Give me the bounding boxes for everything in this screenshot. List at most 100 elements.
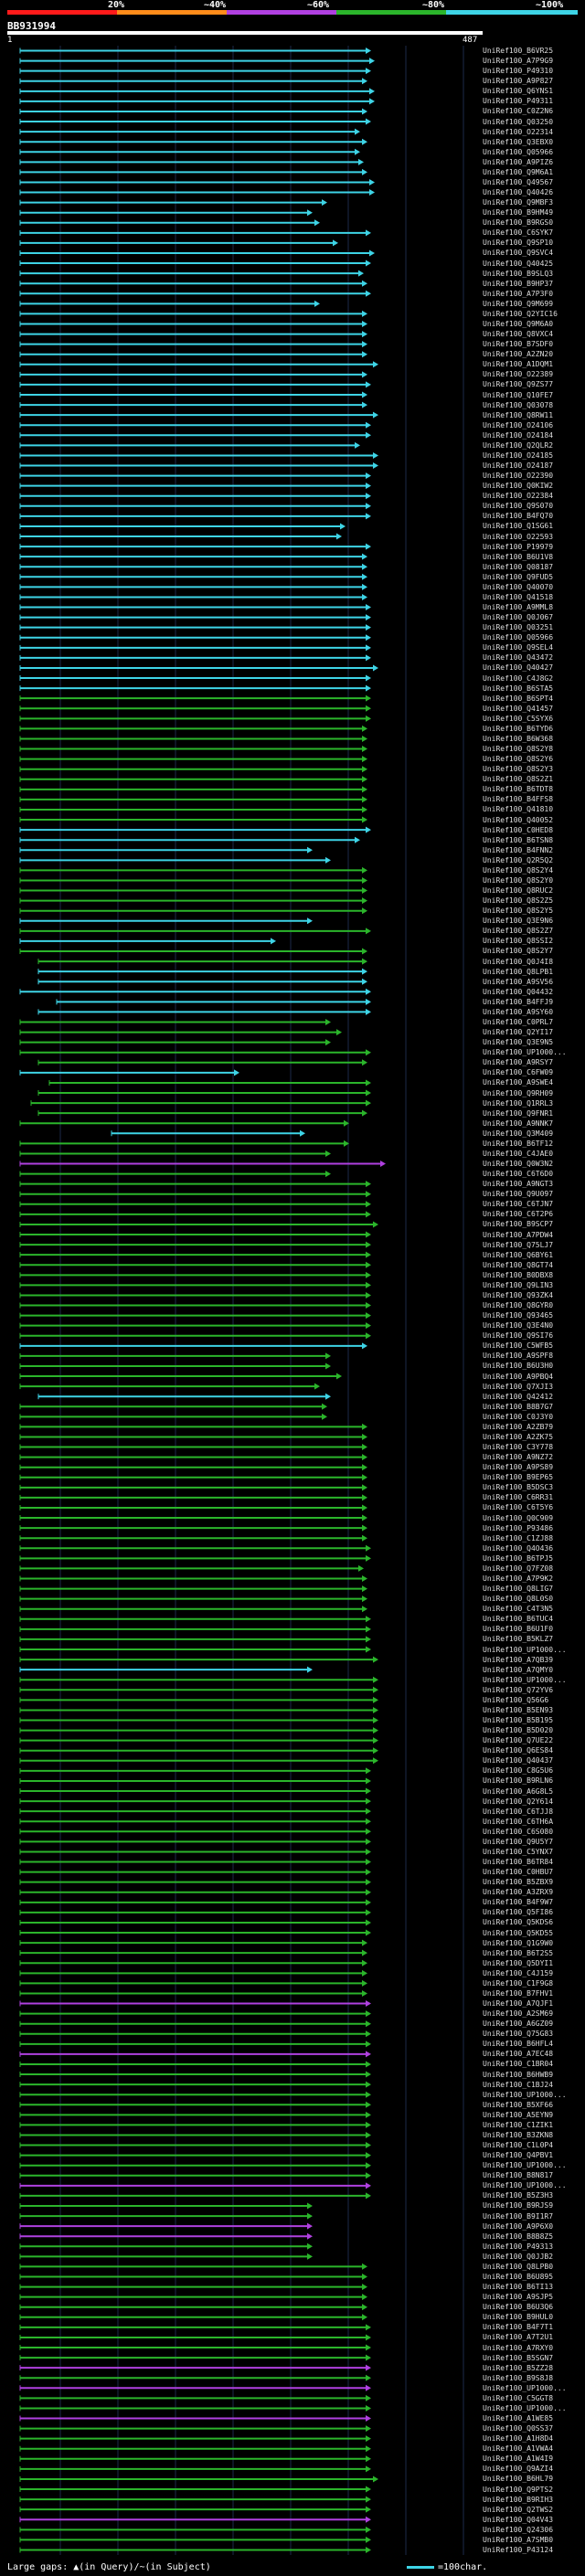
hit-label[interactable]: UniRef100_Q9M6A0 [483, 319, 554, 328]
hit-label[interactable]: UniRef100_P43124 [483, 2545, 554, 2554]
hit-label[interactable]: UniRef100_B8B7G7 [483, 1402, 554, 1411]
hit-label[interactable]: UniRef100_Q8RUC2 [483, 886, 554, 896]
hit-label[interactable]: UniRef100_Q03251 [483, 623, 554, 632]
hit-label[interactable]: UniRef100_O22390 [483, 472, 554, 481]
hit-label[interactable]: UniRef100_B4FFJ9 [483, 997, 554, 1006]
hit-label[interactable]: UniRef100_C6SYK7 [483, 228, 554, 238]
hit-label[interactable]: UniRef100_B6HFL4 [483, 2040, 554, 2049]
hit-label[interactable]: UniRef100_C4J159 [483, 1968, 554, 1977]
hit-label[interactable]: UniRef100_Q9U097 [483, 1190, 554, 1199]
hit-label[interactable]: UniRef100_Q0KIW2 [483, 482, 554, 491]
hit-label[interactable]: UniRef100_Q93ZK4 [483, 1290, 554, 1299]
hit-label[interactable]: UniRef100_Q8S2Y0 [483, 875, 554, 885]
hit-label[interactable]: UniRef100_A7T2U1 [483, 2333, 554, 2342]
hit-label[interactable]: UniRef100_C5SYX6 [483, 714, 554, 723]
hit-label[interactable]: UniRef100_Q7UE22 [483, 1736, 554, 1745]
hit-label[interactable]: UniRef100_Q04V43 [483, 2515, 554, 2524]
hit-label[interactable]: UniRef100_Q5FI86 [483, 1908, 554, 1917]
hit-label[interactable]: UniRef100_B6TUC4 [483, 1615, 554, 1624]
hit-label[interactable]: UniRef100_Q0J4I8 [483, 957, 554, 966]
hit-label[interactable]: UniRef100_B9SLQ3 [483, 269, 554, 278]
hit-label[interactable]: UniRef100_Q9FNR1 [483, 1108, 554, 1118]
hit-label[interactable]: UniRef100_Q5DYI1 [483, 1958, 554, 1967]
hit-label[interactable]: UniRef100_Q49567 [483, 177, 554, 186]
hit-label[interactable]: UniRef100_Q5KDS6 [483, 1918, 554, 1927]
hit-label[interactable]: UniRef100_Q2Y614 [483, 1797, 554, 1806]
hit-label[interactable]: UniRef100_A9P827 [483, 77, 554, 86]
hit-label[interactable]: UniRef100_Q41457 [483, 704, 554, 713]
hit-label[interactable]: UniRef100_C6T2P6 [483, 1210, 554, 1219]
hit-label[interactable]: UniRef100_B6U1V8 [483, 552, 554, 561]
hit-label[interactable]: UniRef100_Q2YIC16 [483, 309, 558, 318]
hit-label[interactable]: UniRef100_A9PBQ4 [483, 1372, 554, 1381]
hit-label[interactable]: UniRef100_O22314 [483, 127, 554, 136]
hit-label[interactable]: UniRef100_UP1000... [483, 1048, 567, 1057]
hit-label[interactable]: UniRef100_Q40427 [483, 663, 554, 673]
hit-label[interactable]: UniRef100_A7SMB0 [483, 2535, 554, 2544]
hit-label[interactable]: UniRef100_Q8RW11 [483, 410, 554, 419]
hit-label[interactable]: UniRef100_C5WFB5 [483, 1341, 554, 1351]
hit-label[interactable]: UniRef100_Q05966 [483, 147, 554, 156]
hit-label[interactable]: UniRef100_Q0JJB2 [483, 2252, 554, 2261]
hit-label[interactable]: UniRef100_Q6ES84 [483, 1746, 554, 1755]
hit-label[interactable]: UniRef100_A1H8D4 [483, 2434, 554, 2443]
hit-label[interactable]: UniRef100_Q8S2Y6 [483, 755, 554, 764]
hit-label[interactable]: UniRef100_Q8GYR0 [483, 1301, 554, 1310]
hit-label[interactable]: UniRef100_Q1SG61 [483, 522, 554, 531]
hit-label[interactable]: UniRef100_B9I1R7 [483, 2211, 554, 2221]
hit-label[interactable]: UniRef100_Q8S2Y5 [483, 906, 554, 916]
hit-label[interactable]: UniRef100_Q1RRL3 [483, 1098, 554, 1108]
hit-label[interactable]: UniRef100_B6TYD6 [483, 724, 554, 733]
hit-label[interactable]: UniRef100_Q9U5Y7 [483, 1837, 554, 1846]
hit-label[interactable]: UniRef100_Q40070 [483, 582, 554, 591]
hit-label[interactable]: UniRef100_O22384 [483, 492, 554, 501]
hit-label[interactable]: UniRef100_B4FQ70 [483, 512, 554, 521]
hit-label[interactable]: UniRef100_Q75LJ7 [483, 1240, 554, 1249]
hit-label[interactable]: UniRef100_C1BR04 [483, 2060, 554, 2069]
hit-label[interactable]: UniRef100_B3ZKN8 [483, 2130, 554, 2139]
hit-label[interactable]: UniRef100_C3Y778 [483, 1443, 554, 1452]
hit-label[interactable]: UniRef100_A3ZRX9 [483, 1888, 554, 1897]
hit-label[interactable]: UniRef100_B5DSC3 [483, 1483, 554, 1492]
hit-label[interactable]: UniRef100_Q6YNS1 [483, 87, 554, 96]
hit-label[interactable]: UniRef100_B9EP65 [483, 1473, 554, 1482]
hit-label[interactable]: UniRef100_B9HM49 [483, 208, 554, 217]
hit-label[interactable]: UniRef100_A9PIZ6 [483, 157, 554, 166]
hit-label[interactable]: UniRef100_P49310 [483, 67, 554, 76]
hit-label[interactable]: UniRef100_B6TF12 [483, 1139, 554, 1148]
hit-label[interactable]: UniRef100_Q4PBV1 [483, 2151, 554, 2160]
hit-label[interactable]: UniRef100_C4J8G2 [483, 673, 554, 683]
hit-label[interactable]: UniRef100_B6U895 [483, 2273, 554, 2281]
hit-label[interactable]: UniRef100_B9HUL0 [483, 2313, 554, 2322]
hit-label[interactable]: UniRef100_UP1000... [483, 2181, 567, 2190]
hit-label[interactable]: UniRef100_Q3E9N5 [483, 1038, 554, 1047]
hit-label[interactable]: UniRef100_A9P6X0 [483, 2221, 554, 2231]
hit-label[interactable]: UniRef100_A5EYN9 [483, 2110, 554, 2119]
hit-label[interactable]: UniRef100_B6TPJ5 [483, 1553, 554, 1563]
hit-label[interactable]: UniRef100_Q3E9N6 [483, 917, 554, 926]
hit-label[interactable]: UniRef100_B4FNN2 [483, 845, 554, 854]
hit-label[interactable]: UniRef100_Q43472 [483, 653, 554, 663]
hit-label[interactable]: UniRef100_B5KLZ7 [483, 1635, 554, 1644]
hit-label[interactable]: UniRef100_P19979 [483, 542, 554, 551]
hit-label[interactable]: UniRef100_Q0C909 [483, 1513, 554, 1522]
hit-label[interactable]: UniRef100_Q4O436 [483, 1543, 554, 1553]
hit-label[interactable]: UniRef100_Q93465 [483, 1311, 554, 1320]
hit-label[interactable]: UniRef100_C8G5U6 [483, 1766, 554, 1776]
hit-label[interactable]: UniRef100_Q3E4N0 [483, 1321, 554, 1330]
hit-label[interactable]: UniRef100_B4FFS8 [483, 795, 554, 804]
hit-label[interactable]: UniRef100_Q8VXC4 [483, 330, 554, 339]
hit-label[interactable]: UniRef100_Q0SS37 [483, 2424, 554, 2433]
hit-label[interactable]: UniRef100_A9SV56 [483, 977, 554, 986]
hit-label[interactable]: UniRef100_Q03250 [483, 117, 554, 126]
hit-label[interactable]: UniRef100_C1F9G8 [483, 1978, 554, 1988]
hit-label[interactable]: UniRef100_C6TJN7 [483, 1200, 554, 1209]
hit-label[interactable]: UniRef100_C4JAE0 [483, 1149, 554, 1158]
hit-label[interactable]: UniRef100_Q40425 [483, 259, 554, 268]
hit-label[interactable]: UniRef100_Q7XJI3 [483, 1382, 554, 1391]
hit-label[interactable]: UniRef100_A7RXY0 [483, 2343, 554, 2352]
hit-label[interactable]: UniRef100_Q9RH09 [483, 1088, 554, 1097]
hit-label[interactable]: UniRef100_B8B8Z5 [483, 2231, 554, 2241]
hit-label[interactable]: UniRef100_Q1G9W0 [483, 1938, 554, 1947]
hit-label[interactable]: UniRef100_C5GGT8 [483, 2393, 554, 2402]
